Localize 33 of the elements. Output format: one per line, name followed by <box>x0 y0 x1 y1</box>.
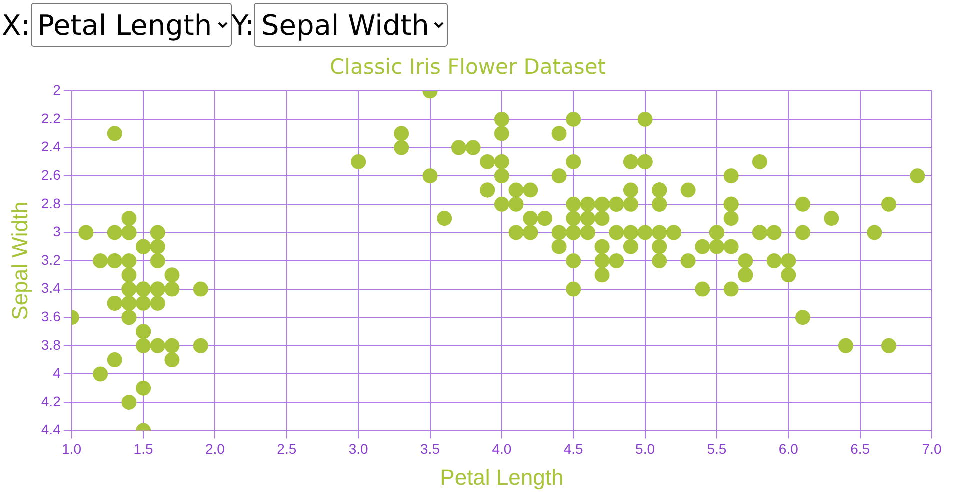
x-tick-label: 6.0 <box>778 441 799 458</box>
y-tick-label: 2.6 <box>41 166 62 183</box>
x-tick-label: 7.0 <box>922 441 942 458</box>
y-tick-label: 2.4 <box>41 138 62 155</box>
y-tick-label: 4.2 <box>41 393 62 410</box>
y-tick-label: 4.4 <box>41 422 62 438</box>
x-tick-label: 4.0 <box>492 441 512 458</box>
x-axis-dropdown: Petal Length <box>30 3 232 47</box>
x-tick-label: 5.5 <box>707 441 727 458</box>
chart-title: Classic Iris Flower Dataset <box>330 55 606 80</box>
text: X: <box>2 8 31 42</box>
x-tick-label: 3.5 <box>420 441 440 458</box>
y-tick-label: 3.8 <box>41 336 62 353</box>
y-tick-label: 4 <box>53 365 62 382</box>
x-tick-label: 6.5 <box>850 441 870 458</box>
x-tick-label: 4.5 <box>564 441 584 458</box>
y-axis-title: Sepal Width <box>7 202 32 320</box>
x-tick-label: 3.0 <box>348 441 369 458</box>
x-tick-label: 1.5 <box>134 441 154 458</box>
text: Y: <box>232 8 254 42</box>
y-tick-label: 2.8 <box>41 195 62 212</box>
y-tick-label: 2.2 <box>41 110 62 126</box>
y-tick-label: 2 <box>53 82 62 98</box>
x-tick-label: 2.5 <box>277 441 297 458</box>
y-tick-label: 3 <box>53 224 62 240</box>
x-tick-label: 2.0 <box>205 441 226 458</box>
x-tick-label: 5.0 <box>636 441 656 458</box>
y-tick-label: 3.4 <box>41 280 62 296</box>
x-axis-title: Petal Length <box>440 464 564 490</box>
y-tick-label: 3.6 <box>41 308 62 324</box>
y-tick-label: 3.2 <box>41 252 62 268</box>
y-axis-dropdown: Sepal Width <box>254 3 448 47</box>
x-tick-label: 1.0 <box>62 441 82 458</box>
